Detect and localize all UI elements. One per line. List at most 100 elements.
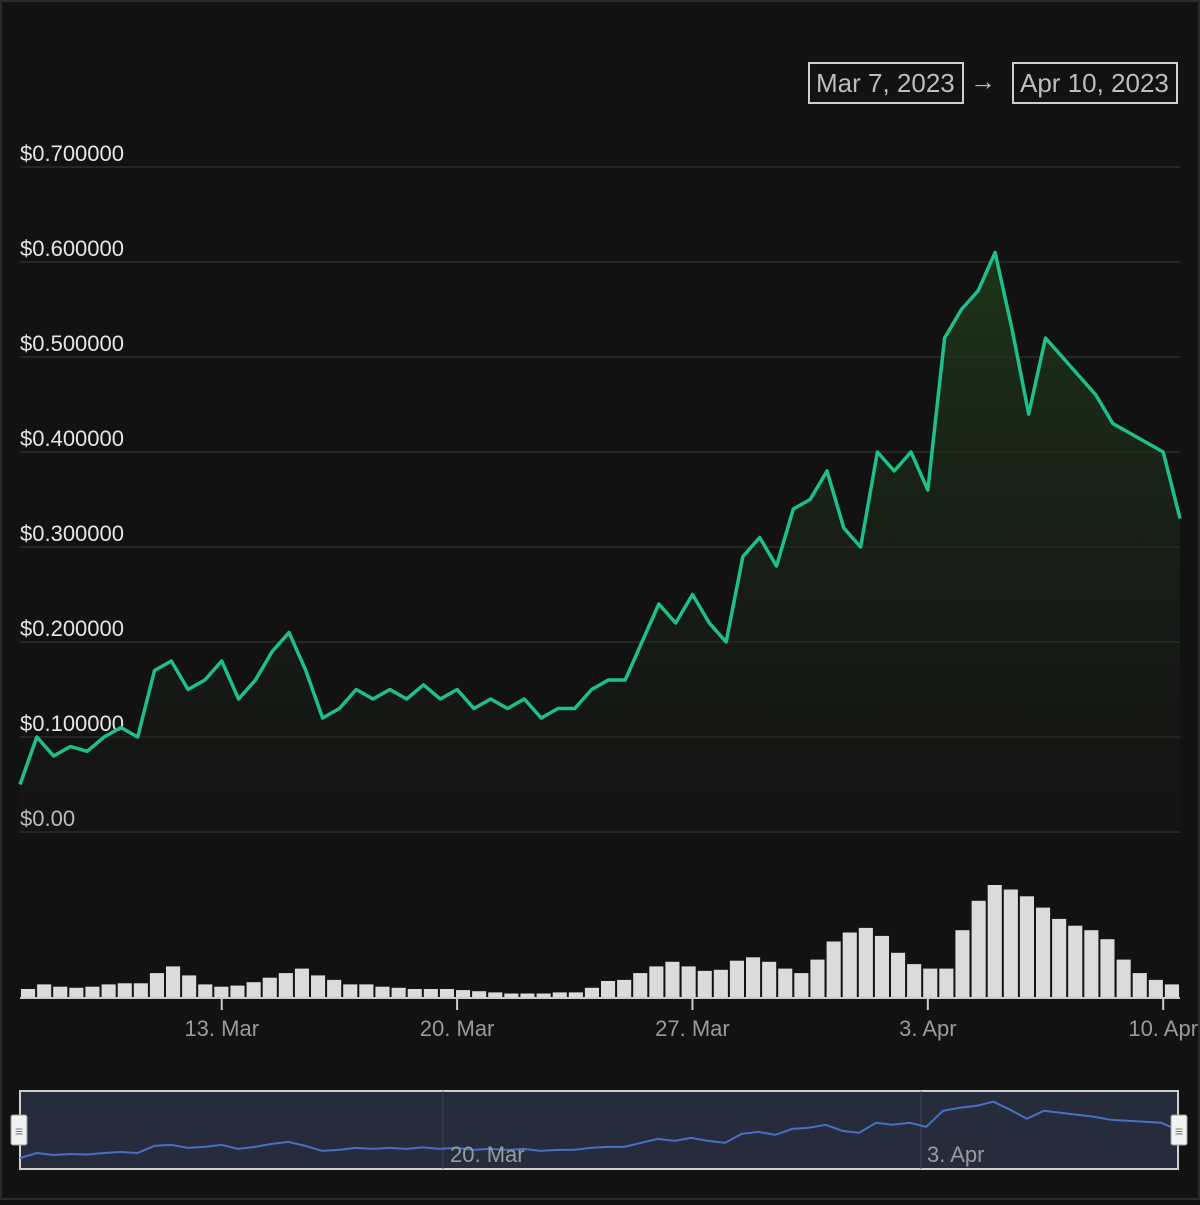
volume-bar [746, 957, 761, 998]
volume-bar [794, 973, 809, 998]
y-tick-label: $0.200000 [20, 616, 124, 641]
y-tick-label: $0.300000 [20, 521, 124, 546]
navigator-left-handle[interactable]: ≡ [10, 1114, 28, 1146]
volume-bar [85, 986, 100, 998]
volume-bar [262, 977, 277, 998]
volume-bar [1052, 918, 1067, 998]
range-to-input[interactable]: Apr 10, 2023 [1012, 62, 1178, 104]
volume-bar [601, 981, 616, 998]
volume-bar [633, 973, 648, 998]
volume-bar [37, 984, 52, 998]
volume-bar [21, 989, 36, 998]
volume-bar [971, 900, 986, 998]
volume-bar [713, 969, 728, 999]
volume-bar [568, 992, 583, 999]
volume-bar [1100, 939, 1115, 998]
volume-bar [907, 964, 922, 998]
volume-bar [407, 989, 422, 998]
volume-bar [278, 973, 293, 998]
left-handle-icon: ≡ [15, 1123, 23, 1139]
volume-bar [166, 966, 181, 998]
volume-bar [762, 961, 777, 998]
volume-bar [1019, 896, 1034, 998]
volume-bar [53, 986, 68, 998]
volume-bar [874, 935, 889, 999]
y-tick-label: $0.600000 [20, 236, 124, 261]
volume-bar [1068, 925, 1083, 998]
volume-bar [149, 973, 164, 998]
right-handle-icon: ≡ [1175, 1123, 1183, 1139]
volume-bar [439, 989, 454, 998]
volume-bar [987, 885, 1002, 998]
volume-bar [891, 952, 906, 998]
x-tick-label: 27. Mar [655, 1016, 730, 1041]
y-tick-label: $0.700000 [20, 141, 124, 166]
x-tick-label: 20. Mar [420, 1016, 495, 1041]
y-tick-label: $0.500000 [20, 331, 124, 356]
volume-bar [810, 959, 825, 998]
volume-bar [133, 983, 148, 998]
volume-bar [955, 930, 970, 998]
volume-bar [343, 984, 358, 998]
volume-bar [1084, 930, 1099, 998]
volume-bar [536, 993, 551, 998]
volume-bar [826, 941, 841, 998]
volume-bar [584, 987, 599, 998]
volume-bar [729, 960, 744, 998]
navigator-window[interactable] [19, 1090, 1179, 1170]
volume-bar [1003, 889, 1018, 998]
volume-bar [423, 989, 438, 998]
volume-bar [665, 961, 680, 998]
volume-bar [858, 927, 873, 998]
volume-bar [1116, 959, 1131, 998]
y-tick-label: $0.400000 [20, 426, 124, 451]
x-tick-label: 10. Apr [1128, 1016, 1198, 1041]
volume-bar [923, 968, 938, 998]
volume-bars [21, 885, 1179, 999]
price-line [18, 250, 1182, 786]
volume-bar [488, 992, 503, 999]
volume-bar [1132, 973, 1147, 998]
y-axis: $0.00$0.100000$0.200000$0.300000$0.40000… [20, 141, 124, 831]
volume-bar [230, 985, 245, 998]
volume-bar [327, 979, 342, 998]
volume-bar [375, 986, 390, 998]
left-handle-grip[interactable] [10, 1114, 28, 1146]
x-axis: 13. Mar 20. Mar 27. Mar 3. Apr 10. Apr [184, 998, 1198, 1041]
navigator-label: 20. Mar [450, 1142, 525, 1167]
volume-bar [198, 984, 213, 998]
x-tick-label: 13. Mar [184, 1016, 259, 1041]
range-from-input[interactable]: Mar 7, 2023 [808, 62, 964, 104]
volume-bar [311, 975, 326, 998]
volume-bar [69, 987, 84, 998]
navigator-label: 3. Apr [927, 1142, 984, 1167]
volume-bar [842, 932, 857, 998]
volume-bar [939, 968, 954, 998]
volume-bar [504, 993, 519, 998]
volume-bar [697, 970, 712, 998]
price-area [20, 252, 1180, 832]
navigator[interactable]: 20. Mar 3. Apr ≡ ≡ [10, 1090, 1188, 1170]
volume-bar [552, 992, 567, 999]
volume-bar [1164, 984, 1179, 998]
navigator-right-handle[interactable]: ≡ [1170, 1114, 1188, 1146]
x-tick-label: 3. Apr [899, 1016, 956, 1041]
volume-bar [472, 991, 487, 998]
y-tick-label: $0.100000 [20, 711, 124, 736]
volume-bar [778, 968, 793, 998]
volume-bar [617, 979, 632, 998]
volume-bar [681, 966, 696, 998]
volume-bar [456, 990, 471, 998]
volume-bar [182, 975, 197, 998]
volume-bar [214, 986, 229, 998]
volume-bar [1036, 907, 1051, 998]
right-handle-grip[interactable] [1170, 1114, 1188, 1146]
volume-bar [359, 984, 374, 998]
volume-bar [1148, 979, 1163, 998]
volume-bar [101, 984, 116, 998]
navigator-line [19, 1100, 1179, 1159]
volume-bar [246, 982, 261, 998]
volume-bar [649, 966, 664, 998]
